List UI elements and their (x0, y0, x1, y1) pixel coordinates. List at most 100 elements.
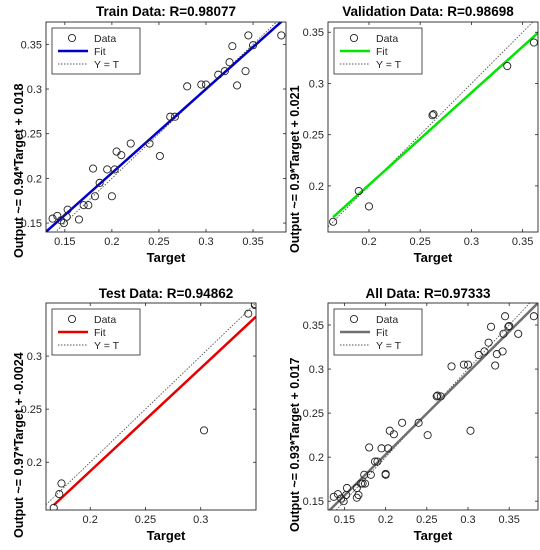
x-tick-label: 0.3 (464, 236, 479, 248)
x-tick-label: 0.15 (54, 236, 75, 248)
x-axis-label: Target (146, 250, 186, 265)
x-tick-label: 0.2 (83, 514, 98, 526)
data-point (466, 426, 475, 435)
y-tick-label: 0.35 (303, 320, 324, 332)
data-point (491, 361, 500, 370)
y-tick-label: 0.25 (303, 408, 324, 420)
data-point (428, 111, 437, 120)
x-tick-label: 0.25 (135, 514, 156, 526)
legend-label: Y = T (94, 59, 120, 71)
legend-label: Fit (376, 46, 388, 58)
legend-marker-data (349, 33, 359, 43)
data-point (366, 470, 375, 479)
plot-content (46, 303, 256, 510)
data-point (354, 490, 363, 500)
plot-content (46, 22, 286, 232)
data-point (277, 31, 286, 40)
data-point (63, 205, 72, 214)
y-tick-label: 0.2 (309, 452, 324, 464)
x-tick-label: 0.2 (378, 514, 393, 526)
data-point (233, 81, 242, 90)
x-tick-label: 0.25 (416, 514, 437, 526)
legend-label: Fit (94, 327, 106, 339)
x-tick-label: 0.3 (193, 514, 208, 526)
data-point (377, 444, 386, 453)
legend-label: Fit (94, 46, 106, 58)
legend-marker-data (67, 33, 77, 43)
y-tick-label: 0.25 (303, 130, 324, 142)
data-point (429, 110, 438, 119)
data-point (361, 479, 370, 488)
data-point (183, 82, 192, 91)
data-point (436, 392, 445, 401)
y-tick-label: 0.2 (27, 457, 42, 469)
data-point (57, 216, 66, 225)
x-tick-label: 0.35 (498, 514, 519, 526)
fit-line (46, 22, 283, 232)
data-point (514, 329, 523, 338)
y-tick-label: 0.3 (309, 78, 324, 90)
identity-line (46, 303, 256, 506)
data-point (74, 215, 83, 224)
y-tick-label: 0.2 (27, 173, 42, 185)
data-point (432, 392, 441, 401)
data-point (480, 347, 489, 356)
y-tick-label: 0.25 (21, 129, 42, 141)
data-point (529, 38, 538, 47)
data-point (117, 151, 126, 160)
data-point (433, 391, 442, 400)
legend-marker-data (67, 314, 77, 324)
data-point (244, 309, 253, 318)
data-point (498, 347, 507, 356)
data-point (225, 58, 234, 67)
data-point (365, 443, 374, 452)
axes-box (45, 21, 287, 233)
data-point (170, 112, 179, 121)
data-point (110, 165, 119, 174)
y-tick-label: 0.3 (27, 84, 42, 96)
data-point (249, 41, 258, 50)
x-tick-label: 0.3 (460, 514, 475, 526)
data-point (354, 186, 363, 196)
data-point (389, 430, 398, 439)
data-point (79, 201, 88, 210)
chart-title: All Data: R=0.97333 (365, 286, 491, 301)
data-point (329, 217, 338, 226)
x-axis-label: Target (413, 528, 453, 543)
data-point (364, 202, 374, 211)
data-point (241, 67, 250, 76)
chart-title: Test Data: R=0.94862 (98, 286, 234, 301)
legend-label: Data (94, 314, 116, 326)
data-point (505, 321, 514, 330)
data-point (55, 490, 64, 499)
legend-label: Y = T (376, 59, 402, 71)
data-point (398, 418, 407, 427)
data-point (95, 178, 104, 187)
data-point (503, 61, 512, 71)
data-point (447, 362, 456, 371)
y-tick-label: 0.3 (309, 364, 324, 376)
axes-box (45, 302, 257, 511)
x-axis-label: Target (146, 528, 186, 543)
data-point (381, 469, 390, 478)
data-point (360, 470, 369, 479)
data-point (529, 312, 538, 321)
data-point (145, 139, 154, 148)
data-point (423, 431, 432, 440)
data-point (228, 42, 237, 51)
axes-box (327, 21, 539, 233)
legend-label: Y = T (376, 340, 402, 352)
chart-title: Validation Data: R=0.98698 (342, 4, 514, 19)
y-tick-label: 0.35 (21, 39, 42, 51)
data-point (250, 303, 256, 309)
data-point (90, 192, 99, 201)
x-tick-label: 0.25 (148, 236, 169, 248)
plot-content (328, 303, 538, 510)
data-point (463, 360, 473, 369)
x-tick-label: 0.3 (198, 236, 213, 248)
x-tick-label: 0.35 (512, 236, 533, 248)
data-point (358, 479, 367, 488)
data-point (244, 31, 253, 40)
